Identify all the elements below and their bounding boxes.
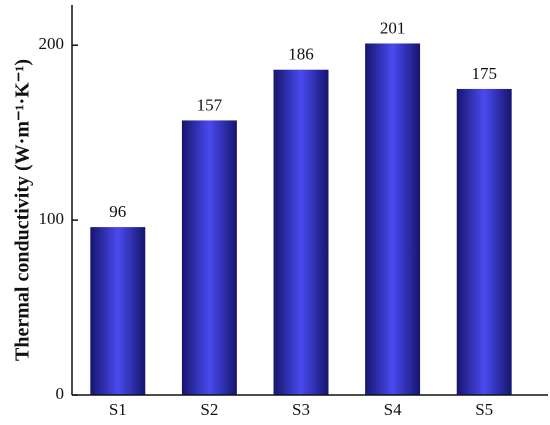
x-tick-label: S5 <box>475 400 493 419</box>
bar <box>365 43 421 395</box>
x-tick-label: S2 <box>200 400 218 419</box>
value-label: 157 <box>197 95 223 114</box>
bar <box>456 88 512 395</box>
value-label: 201 <box>380 18 406 37</box>
y-axis-label: Thermal conductivity (W·m⁻¹·K⁻¹) <box>12 59 34 361</box>
value-label: 186 <box>288 45 314 64</box>
x-tick-label: S1 <box>109 400 127 419</box>
y-tick-label: 100 <box>39 209 65 228</box>
x-tick-label: S3 <box>292 400 310 419</box>
y-tick-label: 0 <box>56 384 65 403</box>
bar <box>90 227 146 395</box>
bar <box>273 69 329 395</box>
x-tick-label: S4 <box>384 400 402 419</box>
value-label: 175 <box>471 64 497 83</box>
value-label: 96 <box>109 202 126 221</box>
bar <box>181 120 237 395</box>
y-tick-label: 200 <box>39 34 65 53</box>
